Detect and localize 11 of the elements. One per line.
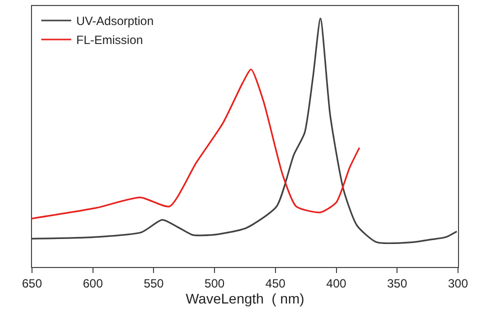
x-tick-label: 400 [326, 276, 347, 290]
x-tick-label: 600 [82, 276, 104, 290]
x-tick-label: 450 [265, 276, 286, 290]
x-axis-title: WaveLength ( nm) [186, 290, 304, 307]
legend-label: FL-Emission [76, 33, 143, 48]
legend-label: UV-Adsorption [76, 14, 154, 28]
x-tick-label: 550 [144, 276, 164, 290]
x-tick-label: 500 [204, 276, 225, 290]
x-tick-label: 650 [22, 276, 42, 290]
x-tick-label: 350 [387, 276, 408, 290]
x-tick-label: 300 [448, 276, 468, 290]
